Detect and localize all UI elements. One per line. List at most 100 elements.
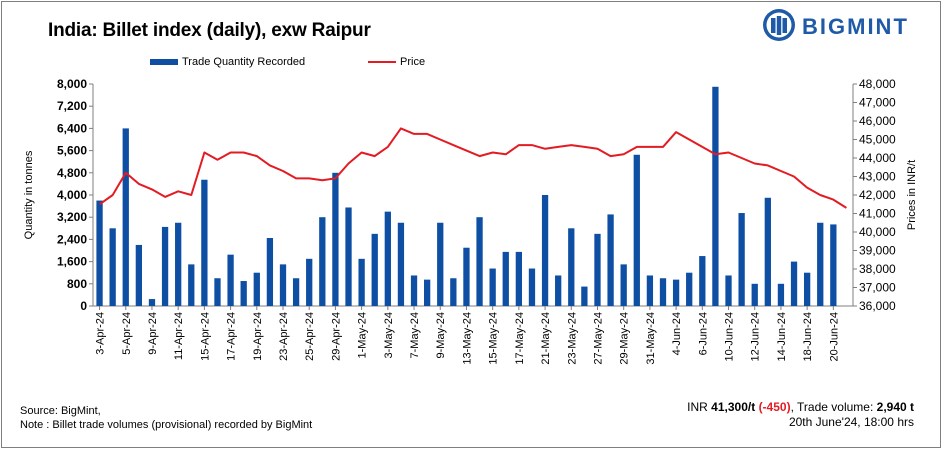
bar-trade-quantity <box>803 272 811 306</box>
x-tick-label: 12-Jun-24 <box>750 312 762 362</box>
price-prefix: INR <box>687 400 708 414</box>
bar-trade-quantity <box>292 278 300 306</box>
legend-line-label: Price <box>400 56 426 68</box>
bar-trade-quantity <box>633 154 640 306</box>
bar-trade-quantity <box>240 281 247 306</box>
bar-trade-quantity <box>646 275 654 306</box>
x-tick-label: 17-May-24 <box>514 312 526 365</box>
y2-tick-label: 47,000 <box>859 96 896 110</box>
y-tick-label: 3,200 <box>57 210 87 224</box>
price-change: (-450) <box>758 400 791 414</box>
x-tick-label: 15-May-24 <box>488 312 500 365</box>
bar-trade-quantity <box>410 275 418 306</box>
bar-trade-quantity <box>358 258 365 306</box>
y-tick-label: 4,000 <box>57 188 87 202</box>
bar-trade-quantity <box>201 179 208 306</box>
x-tick-label: 10-Jun-24 <box>724 312 736 362</box>
y-axis-title: Quantity in tonnes <box>23 150 35 239</box>
price-summary: INR 41,300/t (-450), Trade volume: 2,940… <box>687 400 914 415</box>
y2-tick-label: 48,000 <box>859 77 896 91</box>
bar-trade-quantity <box>764 197 771 306</box>
legend-bar-label: Trade Quantity Recorded <box>182 56 306 68</box>
legend-line-swatch <box>368 61 396 64</box>
bar-trade-quantity <box>568 228 575 306</box>
bar-trade-quantity <box>175 222 182 306</box>
x-tick-label: 23-May-24 <box>566 312 578 365</box>
bar-trade-quantity <box>384 211 391 306</box>
bar-trade-quantity <box>777 283 785 306</box>
y-tick-label: 2,400 <box>57 232 87 246</box>
chart-title: India: Billet index (daily), exw Raipur <box>48 20 371 41</box>
y-tick-label: 8,000 <box>57 77 87 91</box>
bar-trade-quantity <box>161 226 169 306</box>
x-tick-label: 5-Apr-24 <box>121 312 133 355</box>
footer-source: Source: BigMint, Note : Billet trade vol… <box>20 404 312 432</box>
bar-trade-quantity <box>672 279 680 306</box>
bar-trade-quantity <box>450 278 457 306</box>
bar-trade-quantity <box>502 251 509 306</box>
legend-item-price: Price <box>368 56 425 68</box>
bar-trade-quantity <box>620 264 627 306</box>
bar-trade-quantity <box>227 254 234 306</box>
x-tick-label: 23-Apr-24 <box>278 312 290 361</box>
bar-trade-quantity <box>581 286 588 306</box>
volume-label: , Trade volume: <box>790 400 874 414</box>
y2-tick-label: 38,000 <box>859 262 896 276</box>
x-tick-label: 9-May-24 <box>435 312 447 358</box>
brand-logo: BIGMINT <box>762 8 934 44</box>
x-tick-label: 27-May-24 <box>593 312 605 365</box>
bar-trade-quantity <box>371 233 378 306</box>
bar-trade-quantity <box>541 195 549 306</box>
bar-trade-quantity <box>437 222 444 306</box>
source-text: Source: BigMint, <box>20 405 101 417</box>
bar-trade-quantity <box>528 268 536 306</box>
x-tick-label: 9-Apr-24 <box>147 312 159 355</box>
y2-tick-label: 39,000 <box>859 244 896 258</box>
y-tick-label: 7,200 <box>57 99 87 113</box>
footer-summary: INR 41,300/t (-450), Trade volume: 2,940… <box>687 400 914 430</box>
x-tick-label: 6-Jun-24 <box>697 312 709 355</box>
bar-trade-quantity <box>214 278 221 306</box>
bar-trade-quantity <box>594 233 601 306</box>
bar-trade-quantity <box>279 264 287 306</box>
bar-trade-quantity <box>423 279 431 306</box>
y2-tick-label: 46,000 <box>859 114 896 128</box>
price-value: 41,300/t <box>711 400 756 414</box>
y-tick-label: 6,400 <box>57 121 87 135</box>
x-tick-label: 21-May-24 <box>540 312 552 365</box>
y-tick-label: 1,600 <box>57 255 87 269</box>
bar-trade-quantity <box>109 228 116 306</box>
bar-trade-quantity <box>266 238 274 306</box>
volume-value: 2,940 t <box>876 400 914 414</box>
bar-trade-quantity <box>463 247 470 306</box>
x-tick-label: 14-Jun-24 <box>776 312 788 362</box>
note-text: Note : Billet trade volumes (provisional… <box>20 419 313 431</box>
x-tick-label: 29-Apr-24 <box>330 312 342 361</box>
timestamp: 20th June'24, 18:00 hrs <box>788 415 914 429</box>
x-tick-label: 20-Jun-24 <box>828 312 840 362</box>
x-tick-label: 18-Jun-24 <box>802 312 814 362</box>
bar-trade-quantity <box>253 272 260 306</box>
x-tick-label: 17-Apr-24 <box>226 312 238 361</box>
y-tick-label: 5,600 <box>57 144 87 158</box>
bar-trade-quantity <box>738 213 745 306</box>
x-tick-label: 1-May-24 <box>357 312 369 358</box>
bar-trade-quantity <box>345 207 352 306</box>
bar-trade-quantity <box>555 275 562 306</box>
bar-trade-quantity <box>397 222 405 306</box>
bar-trade-quantity <box>790 261 798 306</box>
bar-trade-quantity <box>96 200 103 306</box>
bar-trade-quantity <box>319 217 326 306</box>
line-price <box>99 127 847 209</box>
y2-tick-label: 40,000 <box>859 225 896 239</box>
legend-item-trade-quantity: Trade Quantity Recorded <box>150 56 305 68</box>
y2-tick-label: 43,000 <box>859 170 896 184</box>
x-tick-label: 7-May-24 <box>409 312 421 358</box>
bar-trade-quantity <box>515 251 523 306</box>
bar-trade-quantity <box>306 258 313 306</box>
x-tick-label: 11-Apr-24 <box>173 312 185 360</box>
bar-trade-quantity <box>751 283 758 306</box>
y2-tick-label: 42,000 <box>859 188 896 202</box>
bar-trade-quantity <box>489 268 496 306</box>
